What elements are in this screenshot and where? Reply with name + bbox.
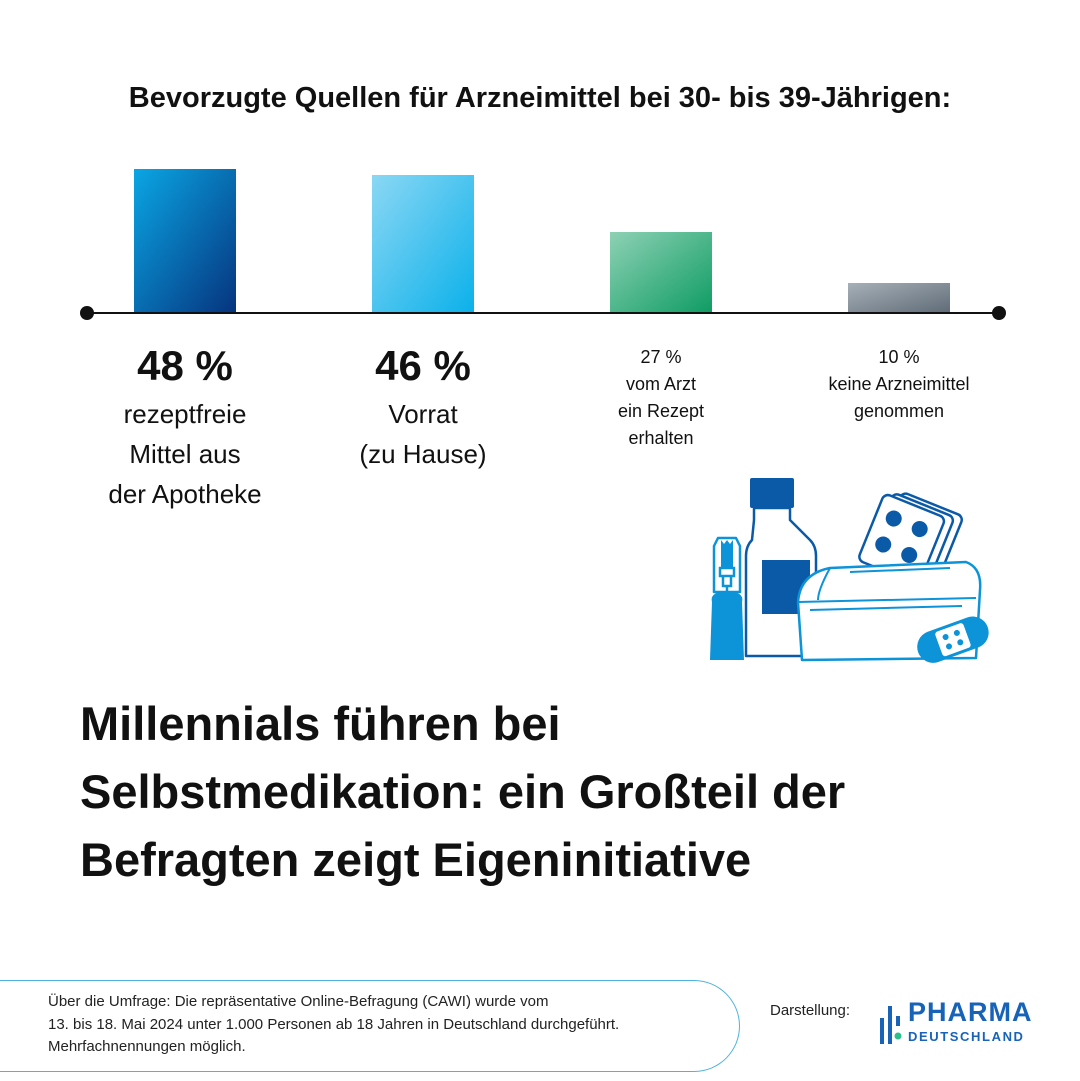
category-label-block: 27 % vom Arzt ein Rezept erhalten xyxy=(551,343,771,452)
value-label: 10 % xyxy=(878,347,920,367)
category-label: keine Arzneimittel genommen xyxy=(828,374,970,421)
value-label: 46 % xyxy=(375,342,471,389)
value-label: 48 % xyxy=(137,342,233,389)
category-label-block: 46 % Vorrat (zu Hause) xyxy=(303,342,543,474)
bar-1 xyxy=(372,175,474,313)
nasal-spray-icon xyxy=(710,536,744,660)
logo-subtext: DEUTSCHLAND xyxy=(908,1029,1025,1044)
category-label: Vorrat (zu Hause) xyxy=(359,399,487,469)
survey-note: Über die Umfrage: Die repräsentative Onl… xyxy=(48,993,620,1055)
axis-end-dot xyxy=(992,306,1006,320)
category-label: vom Arzt ein Rezept erhalten xyxy=(617,374,705,448)
category-label: rezeptfreie Mittel aus der Apotheke xyxy=(108,399,262,509)
credit-label: Darstellung: xyxy=(770,1002,851,1019)
category-label-block: 48 % rezeptfreie Mittel aus der Apotheke xyxy=(65,342,305,514)
value-label: 27 % xyxy=(640,347,682,367)
bar-3 xyxy=(848,283,950,313)
survey-note-box xyxy=(0,980,740,1072)
logo-wordmark: PHARMA xyxy=(908,997,1033,1027)
axis-start-dot xyxy=(80,306,94,320)
bar-2 xyxy=(610,232,712,313)
chart-title: Bevorzugte Quellen für Arzneimittel bei … xyxy=(128,82,952,114)
pharma-deutschland-logo: PHARMA DEUTSCHLAND xyxy=(878,997,1038,1052)
headline: Millennials führen bei Selbstmedikation:… xyxy=(80,697,846,886)
medicine-illustration xyxy=(710,478,989,663)
category-label-block: 10 % keine Arzneimittel genommen xyxy=(789,343,1009,425)
bandage-icon xyxy=(917,616,989,663)
bar-chart xyxy=(80,169,1006,320)
logo-mark-icon xyxy=(880,1006,902,1044)
bar-0 xyxy=(134,169,236,313)
